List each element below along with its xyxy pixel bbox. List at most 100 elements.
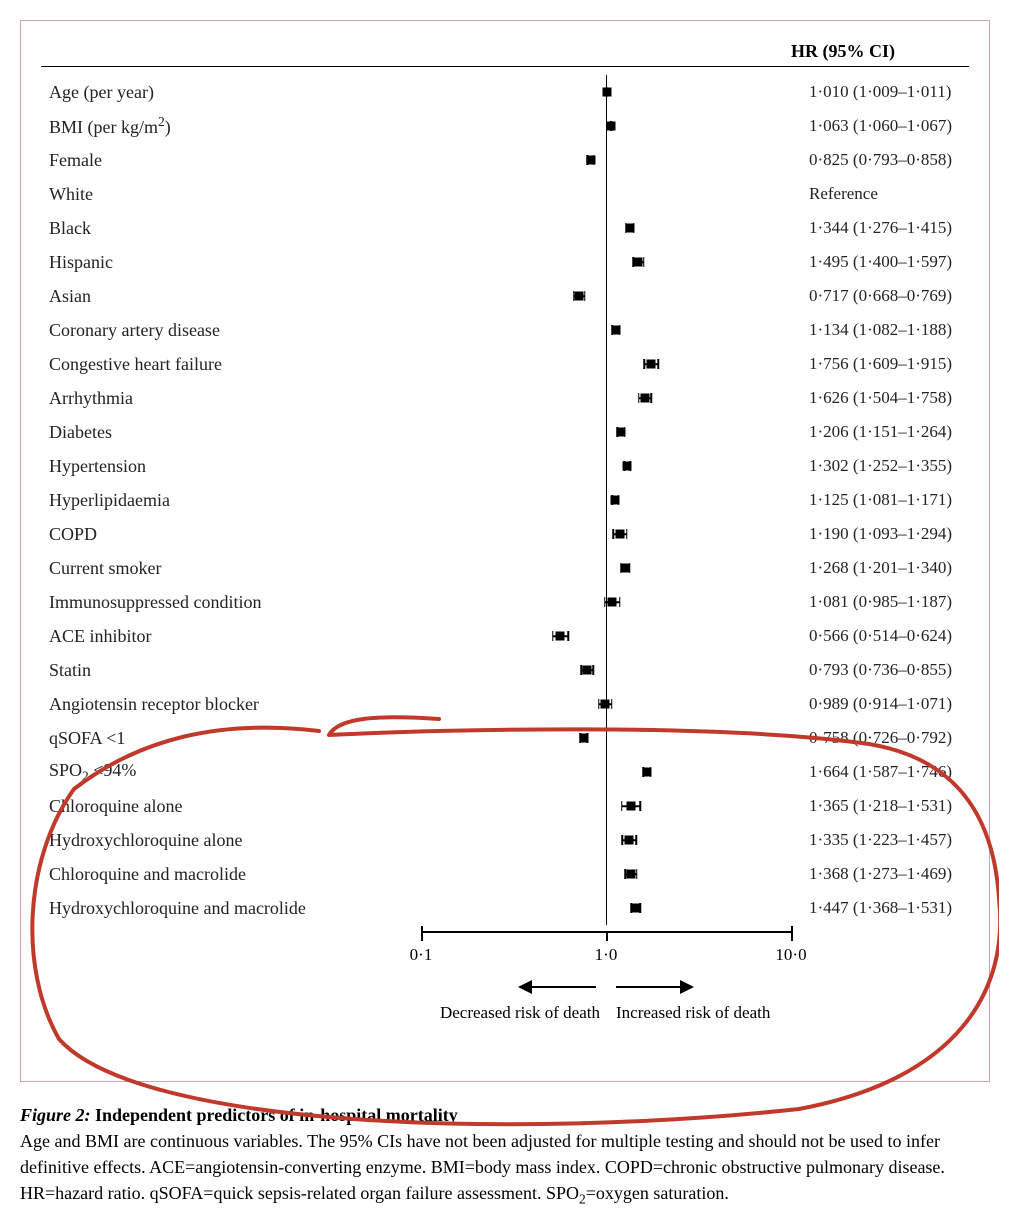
forest-row: Female 0·825 (0·793–0·858) (41, 143, 969, 177)
forest-row: Chloroquine alone1·365 (1·218–1·531) (41, 789, 969, 823)
point-marker (606, 122, 615, 131)
row-hr-text: 1·190 (1·093–1·294) (791, 524, 969, 544)
point-marker (625, 224, 634, 233)
row-plot-cell (421, 483, 791, 517)
forest-row: Statin0·793 (0·736–0·855) (41, 653, 969, 687)
row-hr-text: 1·447 (1·368–1·531) (791, 898, 969, 918)
row-label: ACE inhibitor (41, 626, 421, 647)
row-plot-cell (421, 211, 791, 245)
point-marker (586, 156, 595, 165)
row-plot-cell (421, 857, 791, 891)
row-hr-text: 0·989 (0·914–1·071) (791, 694, 969, 714)
forest-row: Hyperlipidaemia 1·125 (1·081–1·171) (41, 483, 969, 517)
arrow-left-icon (518, 977, 598, 997)
row-hr-text: 0·717 (0·668–0·769) (791, 286, 969, 306)
row-hr-text: 0·825 (0·793–0·858) (791, 150, 969, 170)
forest-row: BMI (per kg/m2)1·063 (1·060–1·067) (41, 109, 969, 143)
row-hr-text: 1·368 (1·273–1·469) (791, 864, 969, 884)
row-plot-cell (421, 347, 791, 381)
row-plot-cell (421, 177, 791, 211)
hr-column-header: HR (95% CI) (791, 41, 969, 62)
point-marker (625, 836, 634, 845)
row-label: SPO2 <94% (41, 760, 421, 785)
forest-row: WhiteReference (41, 177, 969, 211)
row-hr-text: 1·081 (0·985–1·187) (791, 592, 969, 612)
point-marker (615, 530, 624, 539)
row-label: Black (41, 218, 421, 239)
point-marker (621, 564, 630, 573)
forest-row: Angiotensin receptor blocker 0·989 (0·914… (41, 687, 969, 721)
row-plot-cell (421, 619, 791, 653)
point-marker (611, 496, 620, 505)
row-plot-cell (421, 789, 791, 823)
point-marker (617, 428, 626, 437)
forest-row: Congestive heart failure1·756 (1·609–1·9… (41, 347, 969, 381)
forest-row: Diabetes1·206 (1·151–1·264) (41, 415, 969, 449)
point-marker (631, 904, 640, 913)
row-hr-text: 1·010 (1·009–1·011) (791, 82, 969, 102)
row-label: Arrhythmia (41, 388, 421, 409)
figure-number: Figure 2: (20, 1105, 91, 1125)
point-marker (623, 462, 632, 471)
forest-row: Chloroquine and macrolide1·368 (1·273–1·… (41, 857, 969, 891)
row-plot-cell (421, 313, 791, 347)
direction-right-label: Increased risk of death (616, 1003, 770, 1023)
point-marker (612, 326, 621, 335)
row-hr-text: 1·344 (1·276–1·415) (791, 218, 969, 238)
point-marker (626, 802, 635, 811)
row-label: Angiotensin receptor blocker (41, 694, 421, 715)
forest-header-row: HR (95% CI) (41, 41, 969, 67)
forest-row: Asian 0·717 (0·668–0·769) (41, 279, 969, 313)
point-marker (642, 768, 651, 777)
row-plot-cell (421, 109, 791, 143)
row-plot-cell (421, 415, 791, 449)
point-marker (601, 700, 610, 709)
row-label: Diabetes (41, 422, 421, 443)
forest-row: Arrhythmia 1·626 (1·504–1·758) (41, 381, 969, 415)
point-marker (583, 666, 592, 675)
forest-row: Hydroxychloroquine and macrolide 1·447 (1… (41, 891, 969, 925)
row-label: Chloroquine alone (41, 796, 421, 817)
row-label: Coronary artery disease (41, 320, 421, 341)
row-label: Asian (41, 286, 421, 307)
row-hr-text: 1·125 (1·081–1·171) (791, 490, 969, 510)
x-axis-area: 0·11·010·0Decreased risk of deathIncreas… (41, 931, 969, 1051)
forest-row: Age (per year) 1·010 (1·009–1·011) (41, 75, 969, 109)
point-marker (641, 394, 650, 403)
row-hr-text: 1·626 (1·504–1·758) (791, 388, 969, 408)
figure-title: Independent predictors of in-hospital mo… (95, 1105, 458, 1125)
row-hr-text: 1·134 (1·082–1·188) (791, 320, 969, 340)
axis-tick-label: 10·0 (775, 945, 806, 965)
row-label: White (41, 184, 421, 205)
forest-row: Black 1·344 (1·276–1·415) (41, 211, 969, 245)
row-label: qSOFA <1 (41, 728, 421, 749)
row-label: Age (per year) (41, 82, 421, 103)
row-label: Hydroxychloroquine and macrolide (41, 898, 421, 919)
row-hr-text: 1·063 (1·060–1·067) (791, 116, 969, 136)
point-marker (579, 734, 588, 743)
forest-plot-figure: HR (95% CI) Age (per year) 1·010 (1·009–1… (20, 20, 990, 1082)
row-label: COPD (41, 524, 421, 545)
row-label: Hyperlipidaemia (41, 490, 421, 511)
figure-caption-body: Age and BMI are continuous variables. Th… (20, 1131, 945, 1203)
forest-row: qSOFA <1 0·758 (0·726–0·792) (41, 721, 969, 755)
row-plot-cell (421, 279, 791, 313)
row-hr-text: 1·268 (1·201–1·340) (791, 558, 969, 578)
row-plot-cell (421, 823, 791, 857)
row-plot-cell (421, 381, 791, 415)
row-label: Female (41, 150, 421, 171)
point-marker (575, 292, 584, 301)
point-marker (634, 258, 643, 267)
row-label: Immunosuppressed condition (41, 592, 421, 613)
row-plot-cell (421, 585, 791, 619)
forest-row: Hispanic1·495 (1·400–1·597) (41, 245, 969, 279)
row-plot-cell (421, 551, 791, 585)
axis-tick-label: 1·0 (595, 945, 618, 965)
forest-rows-container: Age (per year) 1·010 (1·009–1·011) BMI (pe… (41, 75, 969, 925)
forest-row: SPO2 <94%1·664 (1·587–1·746) (41, 755, 969, 789)
row-label: Current smoker (41, 558, 421, 579)
row-label: Congestive heart failure (41, 354, 421, 375)
row-label: Statin (41, 660, 421, 681)
row-hr-text: 0·758 (0·726–0·792) (791, 728, 969, 748)
point-marker (627, 870, 636, 879)
